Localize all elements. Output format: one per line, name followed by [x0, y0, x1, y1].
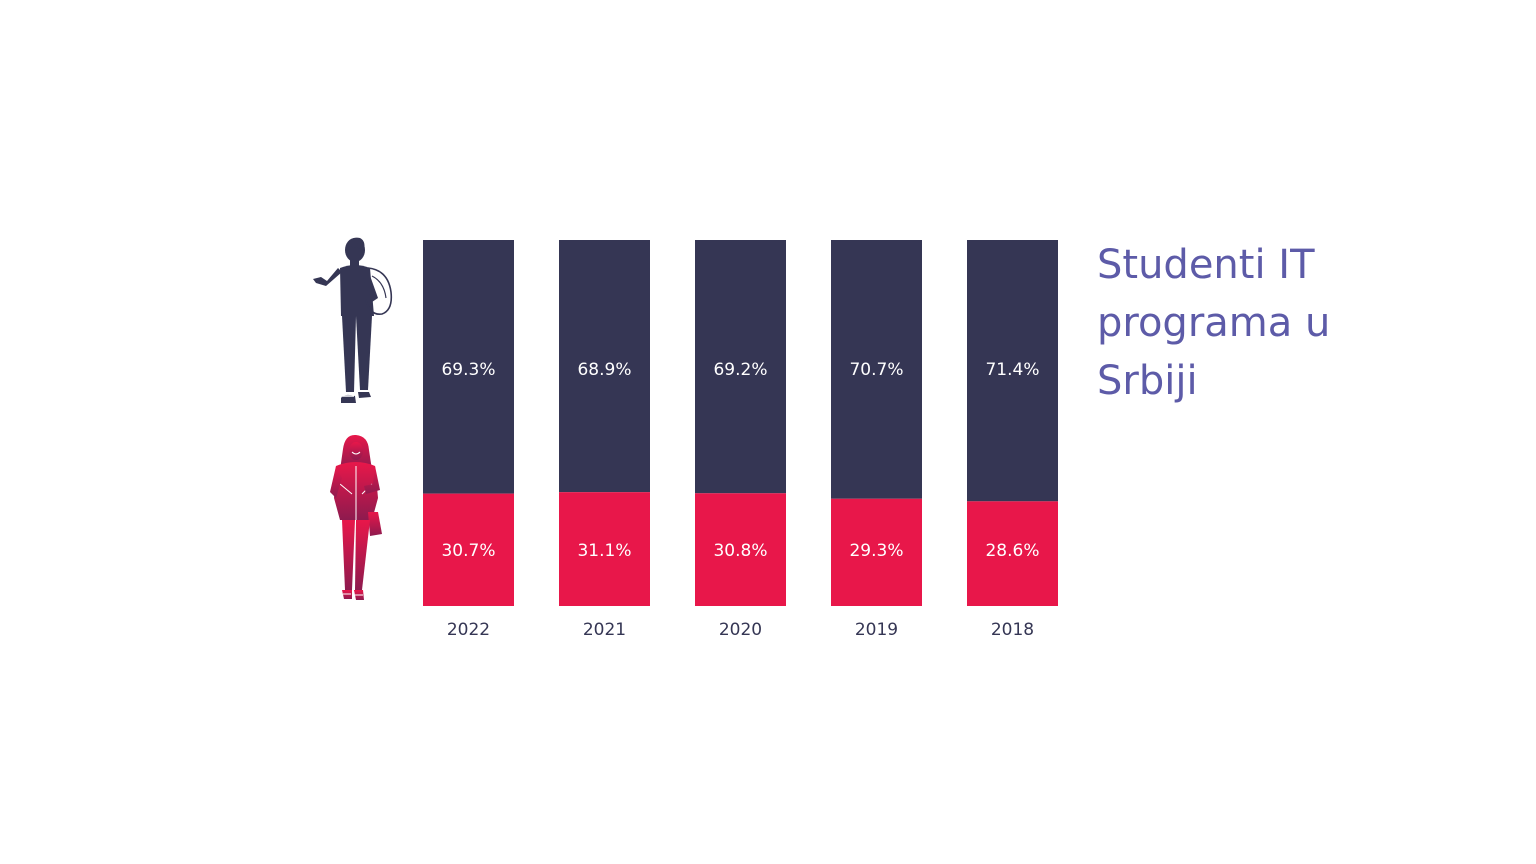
data-label-male-2022: 69.3%: [441, 360, 495, 380]
data-label-female-2022: 30.7%: [441, 541, 495, 561]
bar-male-2020: [695, 240, 786, 494]
data-label-female-2018: 28.6%: [985, 541, 1039, 561]
bar-female-2022: [423, 493, 514, 606]
bar-male-2022: [423, 240, 514, 494]
female-student-icon: [330, 434, 382, 600]
data-label-male-2020: 69.2%: [713, 360, 767, 380]
data-label-male-2018: 71.4%: [985, 360, 1039, 380]
data-label-male-2021: 68.9%: [577, 360, 631, 380]
x-axis-tick-labels: 2022 2021 2020 2019 2018: [447, 620, 1034, 640]
x-tick-label-2021: 2021: [583, 620, 626, 640]
bar-female-2018: [967, 501, 1058, 606]
bar-male-2019: [831, 240, 922, 499]
x-tick-label-2022: 2022: [447, 620, 490, 640]
bar-male-2021: [559, 240, 650, 493]
male-student-icon: [313, 237, 393, 403]
bars-group: 69.3% 30.7% 68.9% 31.1% 69.2% 30.8% 70.7% 29.3%…: [423, 240, 1058, 606]
bar-male-2018: [967, 240, 1058, 502]
data-label-female-2021: 31.1%: [577, 541, 631, 561]
bar-female-2020: [695, 493, 786, 606]
bar-female-2019: [831, 498, 922, 606]
chart-title-line-2: programa u: [1097, 300, 1331, 346]
data-label-female-2020: 30.8%: [713, 541, 767, 561]
x-tick-label-2020: 2020: [719, 620, 762, 640]
data-label-male-2019: 70.7%: [849, 360, 903, 380]
data-label-female-2019: 29.3%: [849, 541, 903, 561]
bar-female-2021: [559, 492, 650, 606]
x-tick-label-2018: 2018: [991, 620, 1034, 640]
chart-title: Studenti IT programa u Srbiji: [1097, 236, 1437, 410]
chart-title-line-3: Srbiji: [1097, 358, 1198, 404]
x-tick-label-2019: 2019: [855, 620, 898, 640]
chart-title-line-1: Studenti IT: [1097, 242, 1315, 288]
